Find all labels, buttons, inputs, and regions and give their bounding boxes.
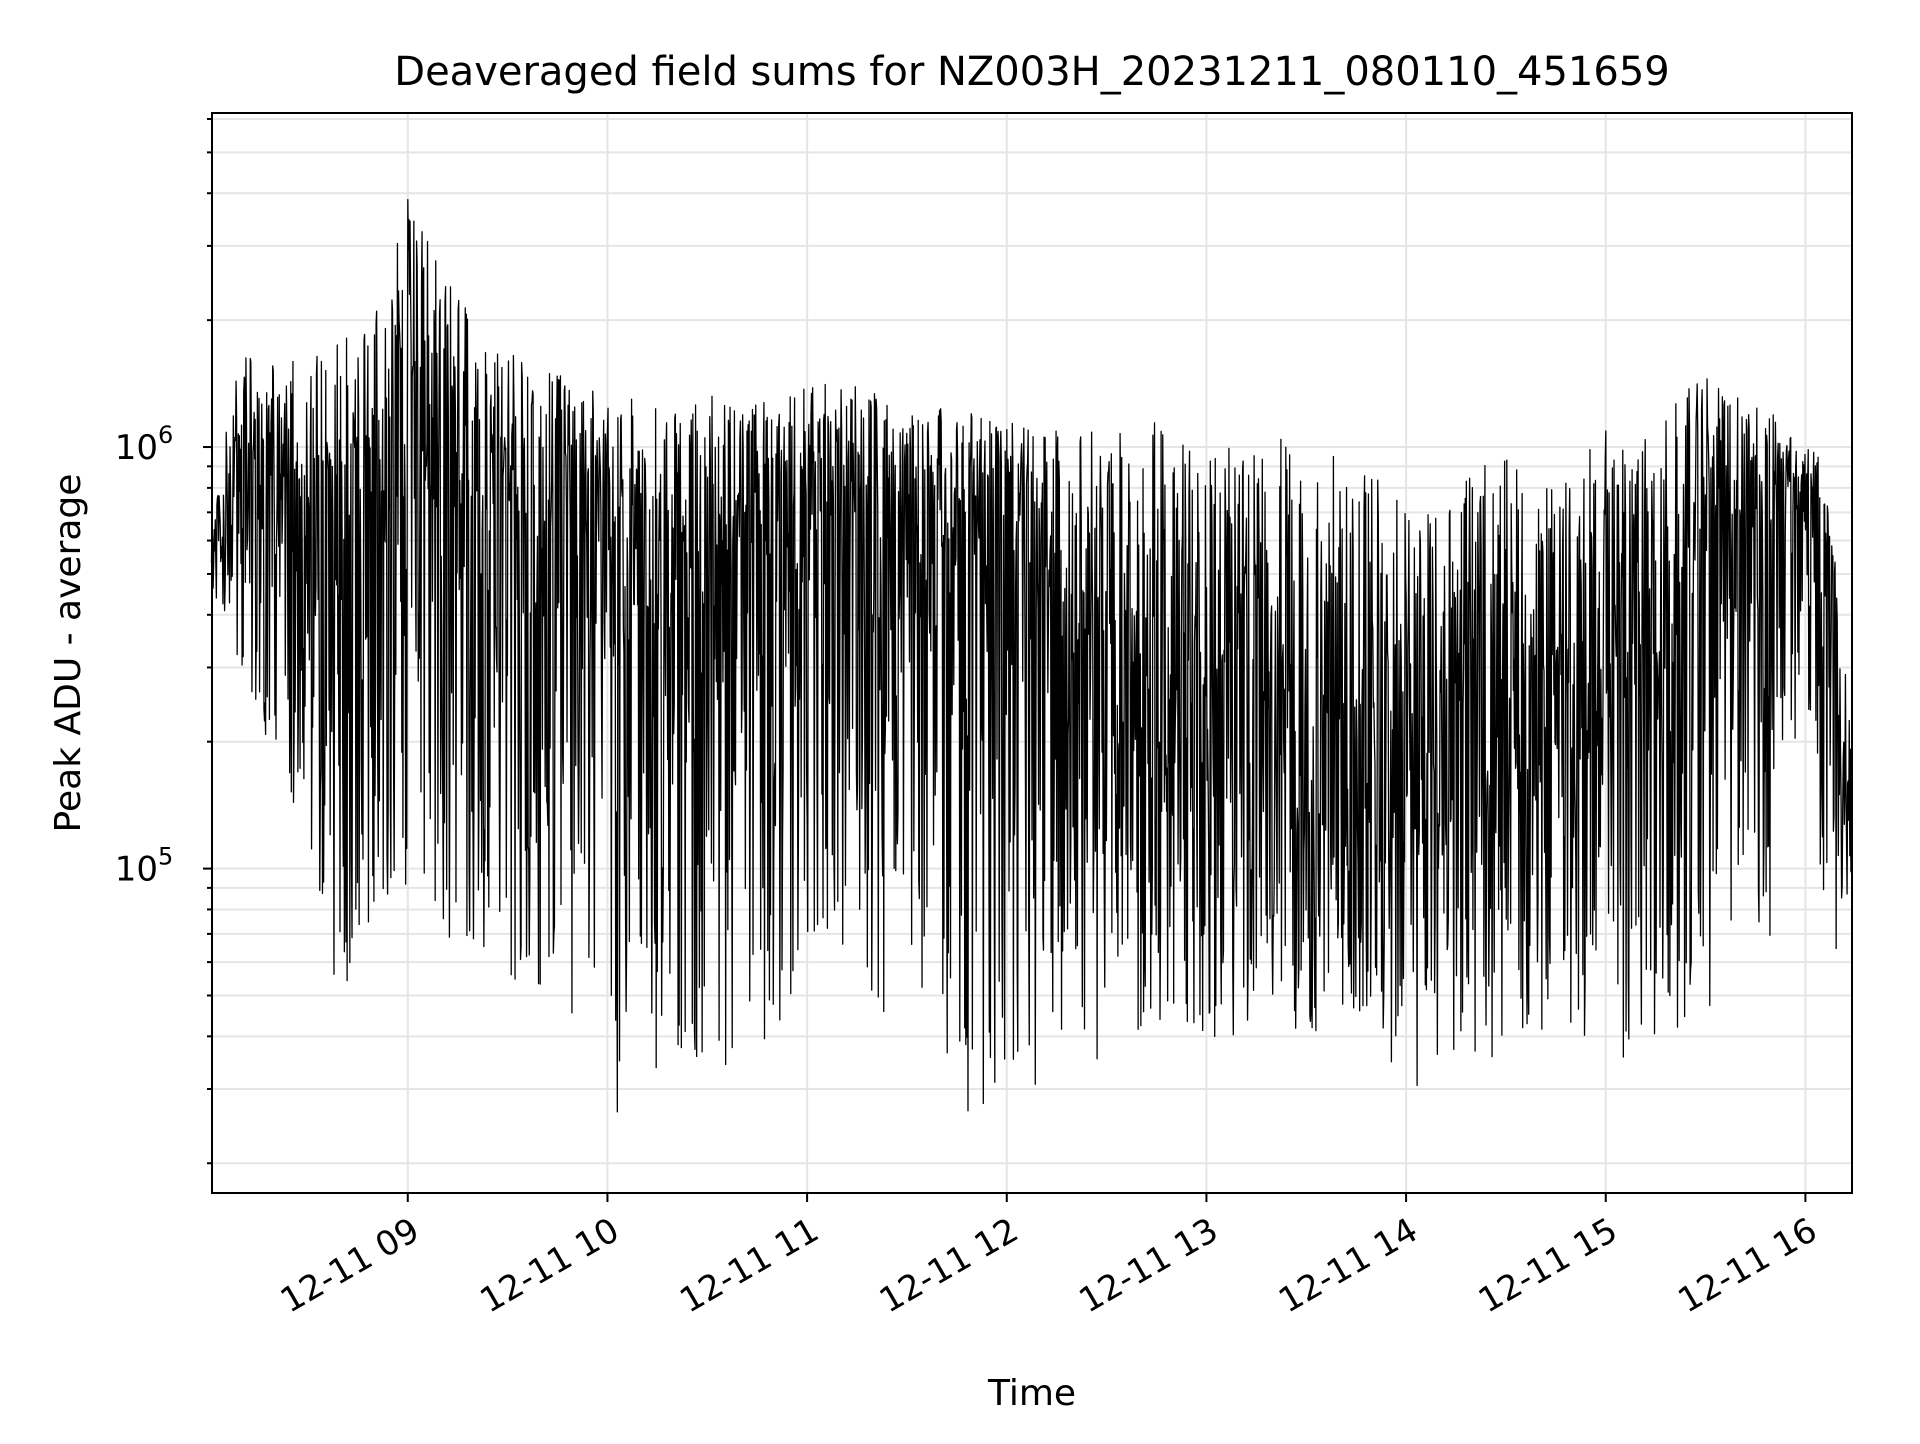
y-axis-label: Peak ADU - average [48, 474, 89, 833]
x-tick-label: 12-11 11 [673, 1210, 825, 1321]
x-axis-label: Time [987, 1373, 1076, 1414]
x-tick-label: 12-11 12 [873, 1210, 1025, 1321]
series-line [210, 198, 1853, 1113]
chart-title: Deaveraged field sums for NZ003H_2023121… [394, 49, 1669, 95]
x-tick-label: 12-11 16 [1672, 1210, 1824, 1321]
y-tick-label: 105 [115, 843, 174, 890]
x-tick-label: 12-11 13 [1073, 1210, 1225, 1321]
data-layer [210, 198, 1853, 1113]
x-tick-label: 12-11 10 [474, 1210, 626, 1321]
y-tick-label: 106 [115, 421, 174, 468]
x-tick-label: 12-11 15 [1472, 1210, 1624, 1321]
x-tick-label: 12-11 14 [1272, 1210, 1424, 1321]
plot-frame [211, 112, 1853, 1194]
x-tick-label: 12-11 09 [274, 1210, 426, 1321]
